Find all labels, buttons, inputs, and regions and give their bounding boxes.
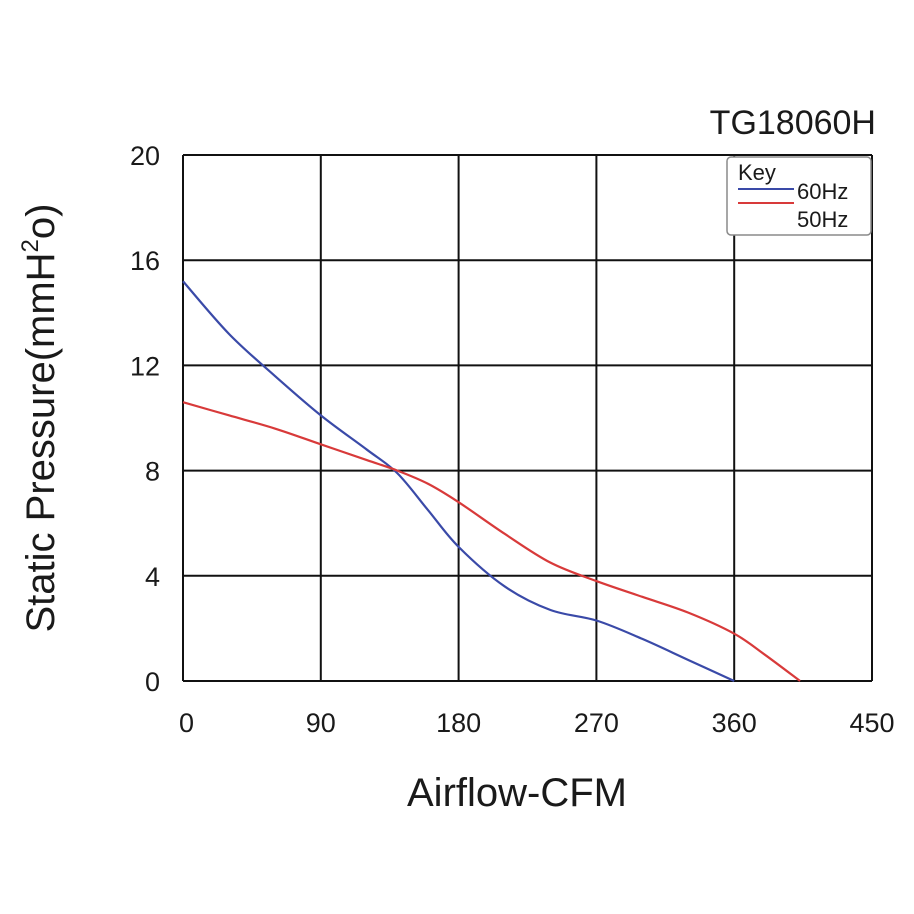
y-tick-labels: 0 4 8 12 16 20 [130,141,160,697]
legend-box [726,156,872,236]
legend-label-60hz: 60Hz [797,179,848,204]
chart-title: TG18060H [710,104,876,142]
x-tick-label-3: 270 [574,708,619,738]
y-tick-label-3: 12 [130,351,160,381]
y-axis-label-main: Static Pressure(mmH [19,252,63,632]
y-tick-label-4: 16 [130,246,160,276]
x-tick-label-0: 0 [179,708,194,738]
y-axis-label-end: o) [19,204,63,240]
y-tick-label-1: 4 [145,562,160,592]
y-tick-label-2: 8 [145,457,160,487]
grid [182,154,873,682]
y-axis-label: Static Pressure(mmH2o) [17,204,63,633]
legend: Key 60Hz 50Hz [726,156,872,236]
series-line-50hz [182,401,801,682]
legend-title: Key [738,160,776,185]
x-tick-label-2: 180 [436,708,481,738]
x-axis-label: Airflow-CFM [407,771,627,815]
legend-label-50hz: 50Hz [797,207,848,232]
x-tick-label-4: 360 [712,708,757,738]
y-axis-label-sup: 2 [17,239,44,252]
series-line-60hz [182,280,735,683]
x-tick-label-5: 450 [849,708,894,738]
y-tick-label-5: 20 [130,141,160,171]
y-tick-label-0: 0 [145,667,160,697]
x-tick-label-1: 90 [306,708,336,738]
x-tick-labels: 0 90 180 270 360 450 [179,708,895,738]
series-lines [182,280,801,683]
